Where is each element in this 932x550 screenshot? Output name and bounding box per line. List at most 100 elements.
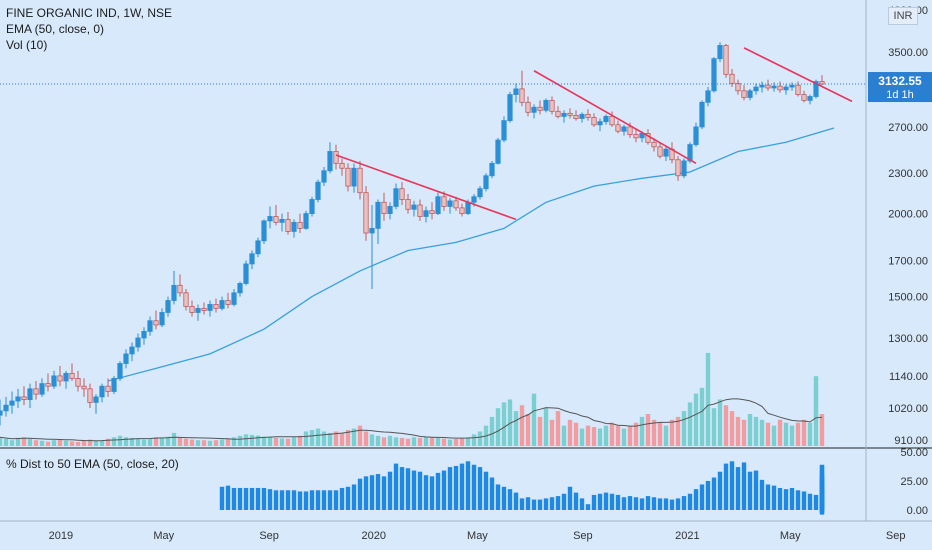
volume-bar [99,440,105,446]
indicator-legend[interactable]: % Dist to 50 EMA (50, close, 20) [6,456,179,472]
volume-bar [69,441,75,446]
candle-body [27,388,33,401]
currency-badge[interactable]: INR [888,7,918,25]
indicator-bar [357,478,363,510]
candle-body [429,210,435,214]
volume-bar [747,414,753,446]
candle-body [687,144,693,162]
candle-body [339,162,345,169]
candle-body [561,112,567,117]
candle-body [51,375,57,387]
indicator-bar [243,487,249,510]
volume-bar [795,422,801,446]
legend-vol[interactable]: Vol (10) [6,38,48,52]
candle-body [411,204,417,210]
volume-bar [735,416,741,446]
volume-bar [819,414,825,446]
candle-body [81,385,87,390]
candle-body [321,170,327,183]
candle-body [153,320,159,326]
indicator-bar [669,499,675,510]
candle-body [765,84,771,89]
candle-body [303,213,309,229]
volume-bar [171,432,177,446]
candle-body [9,400,15,406]
candle-body [147,320,153,332]
last-price-tag [868,72,932,103]
candle-body [57,375,63,382]
volume-bar [471,434,477,446]
indicator-bar [801,491,807,510]
volume-bar [0,437,3,446]
volume-bar [93,440,99,446]
volume-bar [213,440,219,446]
candle-body [363,192,369,234]
indicator-tick-label: 25.00 [900,476,928,488]
volume-bar [183,438,189,446]
volume-bar [135,438,141,446]
candle-body [459,207,465,214]
volume-bar [303,431,309,446]
candle-body [21,396,27,401]
last-price-value: 3132.55 [878,74,922,88]
price-tick-label: 3500.00 [888,47,928,59]
legend-indicator[interactable]: % Dist to 50 EMA (50, close, 20) [6,457,179,471]
volume-bar [753,416,759,446]
volume-bar [141,439,147,446]
indicator-bar [525,497,531,510]
candle-body [165,300,171,313]
indicator-bar [789,487,795,510]
volume-bar [777,419,783,446]
candle-body [3,404,9,412]
indicator-bar [531,499,537,510]
volume-bar [279,438,285,446]
candle-body [597,121,603,126]
indicator-bar [699,484,705,510]
indicator-bar [255,487,261,510]
candle-body [537,106,543,111]
indicator-bar [375,474,381,510]
indicator-bar [777,487,783,510]
volume-bar [705,352,711,446]
volume-bar [123,437,129,446]
volume-bar [207,440,213,446]
volume-bar [285,438,291,446]
indicator-bar [741,462,747,510]
candle-body [705,90,711,103]
indicator-bar [633,497,639,510]
candle-body [567,112,573,116]
indicator-bar [345,486,351,510]
candle-body [717,45,723,60]
volume-bar [807,422,813,446]
volume-bar [369,434,375,446]
volume-bar [729,411,735,446]
candle-body [93,396,99,403]
indicator-bar [759,479,765,510]
candle-body [177,284,183,294]
volume-bar [543,408,549,446]
candle-body [771,85,777,89]
volume-bar [717,399,723,446]
candle-body [357,167,363,194]
candle-body [387,206,393,214]
candle-body [543,99,549,111]
candle-body [159,312,165,326]
legend-title[interactable]: FINE ORGANIC IND, 1W, NSE [6,6,173,20]
candle-body [453,200,459,209]
volume-bar [741,419,747,446]
volume-bar [597,428,603,446]
volume-bar [783,422,789,446]
indicator-bar [645,496,651,510]
volume-bar [165,436,171,446]
candle-body [501,120,507,141]
candle-body [231,292,237,305]
legend-ema[interactable]: EMA (50, close, 0) [6,22,105,36]
candle-body [723,45,729,75]
indicator-bar [513,492,519,510]
indicator-bar [783,489,789,510]
trendline [335,154,517,221]
time-tick-label: May [467,530,488,542]
candle-body [747,90,753,98]
